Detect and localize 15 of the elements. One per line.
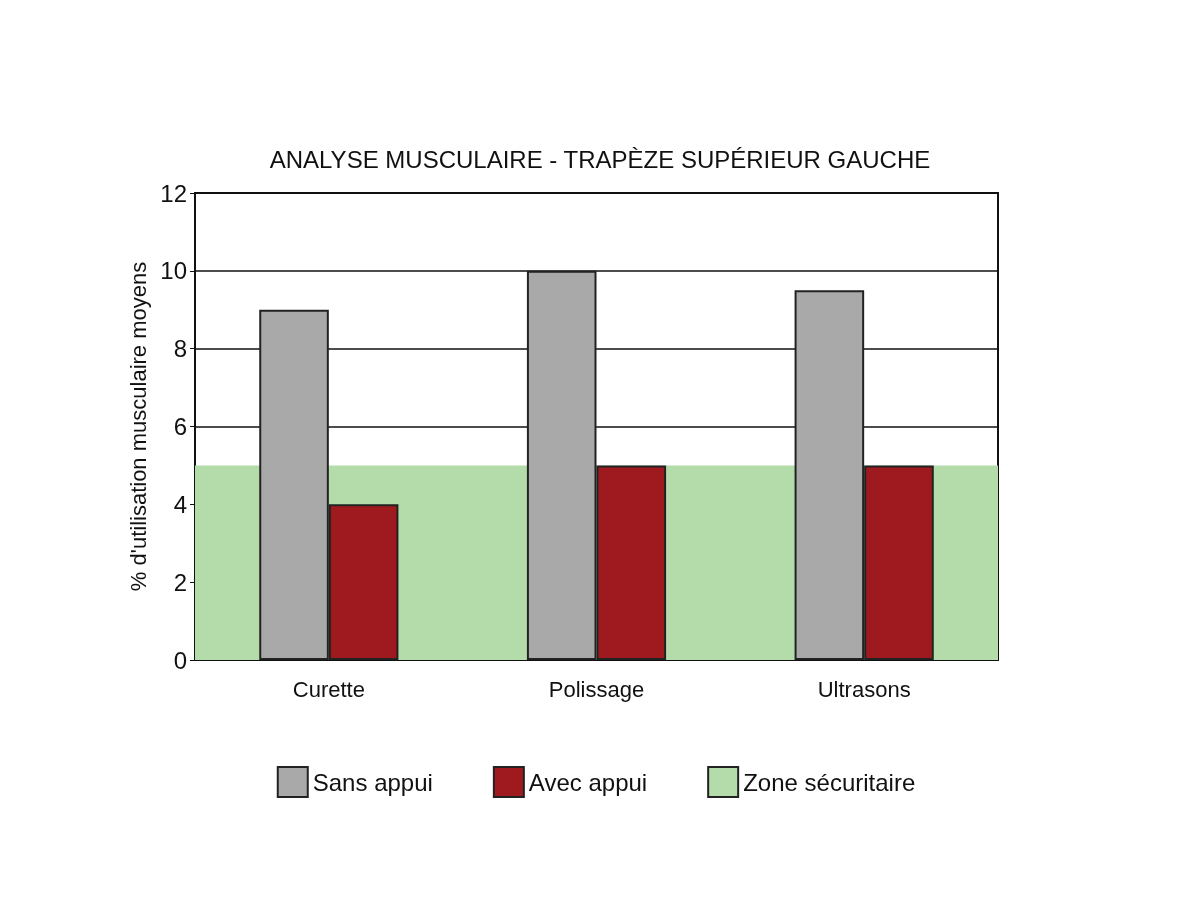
y-tick-label: 10 — [160, 257, 187, 285]
y-tick-label: 4 — [173, 490, 187, 518]
legend-label: Zone sécuritaire — [743, 768, 916, 796]
x-tick-label: Curette — [292, 676, 365, 702]
y-tick-label: 0 — [173, 646, 187, 674]
x-tick-label: Polissage — [548, 676, 645, 702]
chart-title: ANALYSE MUSCULAIRE - TRAPÈZE SUPÉRIEUR GAUCHE — [269, 145, 931, 173]
y-tick-label: 12 — [160, 179, 187, 207]
y-axis-title: % d'utilisation musculaire moyens — [125, 261, 151, 592]
y-tick-label: 8 — [173, 335, 187, 363]
x-tick-label: Ultrasons — [817, 676, 911, 702]
legend-label: Sans appui — [312, 768, 433, 796]
y-tick-label: 2 — [173, 568, 187, 596]
legend-label: Avec appui — [528, 768, 648, 796]
y-tick-label: 6 — [173, 413, 187, 440]
